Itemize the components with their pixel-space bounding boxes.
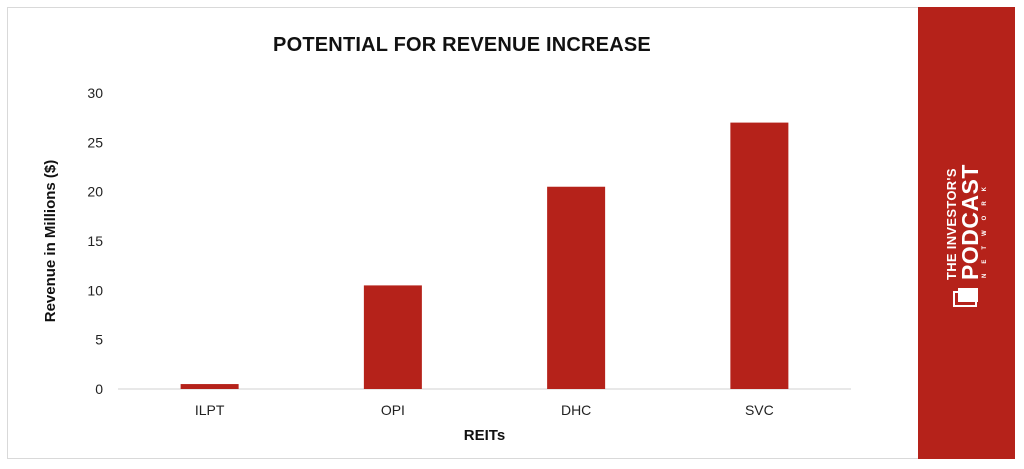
- bar-chart: 0 5 10 15 20 25 30 ILPT OPI DHC SVC REITs Revenue in…: [42, 85, 851, 444]
- x-tick-label: DHC: [561, 402, 591, 418]
- bar-svc: [730, 122, 789, 389]
- podcast-logo-icon: [953, 288, 978, 307]
- bar-opi: [363, 285, 422, 389]
- chart-frame: [7, 7, 1015, 459]
- x-tick-label: OPI: [381, 402, 405, 418]
- brand-logo: THE INVESTOR'S PODCAST NETWORK: [940, 158, 992, 308]
- x-axis-title: REITs: [464, 427, 505, 444]
- y-axis-title: Revenue in Millions ($): [42, 160, 59, 323]
- chart-title: POTENTIAL FOR REVENUE INCREASE: [273, 34, 651, 56]
- x-tick-label: ILPT: [195, 402, 225, 418]
- y-tick-label: 0: [95, 381, 103, 397]
- brand-line2: PODCAST: [957, 164, 983, 280]
- bar-dhc: [547, 186, 606, 389]
- y-tick-label: 30: [87, 85, 103, 101]
- y-tick-label: 15: [87, 233, 103, 249]
- y-tick-label: 20: [87, 184, 103, 200]
- brand-line3: NETWORK: [982, 177, 988, 278]
- bar-ilpt: [180, 384, 239, 389]
- y-tick-label: 25: [87, 134, 103, 150]
- y-tick-label: 5: [95, 332, 103, 348]
- brand-panel: THE INVESTOR'S PODCAST NETWORK: [918, 7, 1015, 459]
- y-tick-label: 10: [87, 282, 103, 298]
- x-tick-label: SVC: [745, 402, 774, 418]
